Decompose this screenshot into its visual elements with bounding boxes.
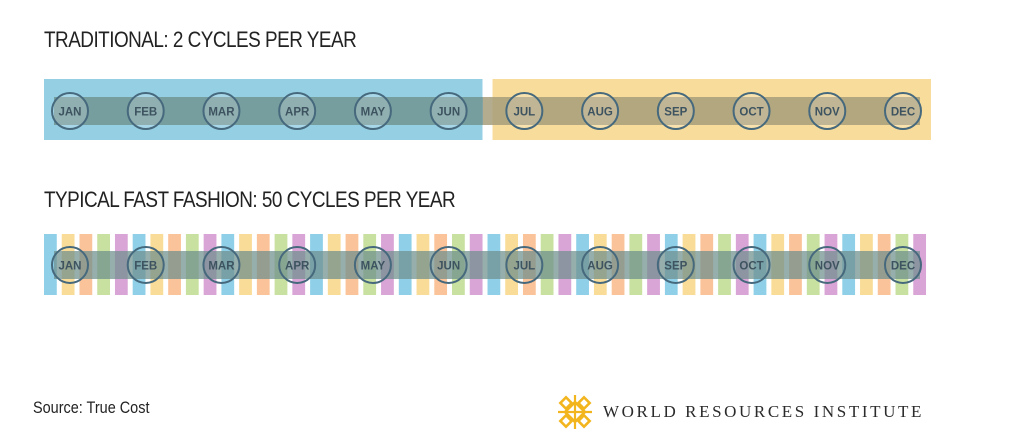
month-label: MAR <box>208 107 235 119</box>
month-marker <box>505 246 544 284</box>
month-marker <box>353 246 392 284</box>
month-marker <box>429 92 468 130</box>
month-label: NOV <box>815 107 840 119</box>
month-label: FEB <box>134 107 157 119</box>
month-marker <box>581 92 620 130</box>
month-label: MAY <box>361 107 386 119</box>
month-label: DEC <box>891 261 915 273</box>
month-label: JAN <box>58 261 81 273</box>
month-marker <box>732 92 771 130</box>
month-marker <box>656 246 695 284</box>
month-label: AUG <box>587 107 613 119</box>
month-marker <box>429 246 468 284</box>
month-label: MAR <box>208 261 235 273</box>
month-marker <box>202 92 241 130</box>
month-label: OCT <box>739 107 763 119</box>
month-label: SEP <box>664 107 687 119</box>
month-label: NOV <box>815 261 840 273</box>
timeline-band <box>54 251 920 279</box>
traditional-title: TRADITIONAL: 2 CYCLES PER YEAR <box>44 27 357 52</box>
month-label: OCT <box>739 261 763 273</box>
month-marker <box>278 92 317 130</box>
month-marker <box>656 92 695 130</box>
month-label: JAN <box>58 107 81 119</box>
month-marker <box>51 246 89 284</box>
month-label: APR <box>285 261 310 273</box>
month-marker <box>884 246 922 284</box>
month-label: JUN <box>437 261 460 273</box>
month-marker <box>808 246 847 284</box>
month-marker <box>126 92 165 130</box>
month-marker <box>581 246 620 284</box>
month-marker <box>202 246 241 284</box>
brand-lockup: WORLD RESOURCES INSTITUTE <box>557 394 924 430</box>
brand-name: WORLD RESOURCES INSTITUTE <box>603 402 924 421</box>
month-marker <box>126 246 165 284</box>
fast-fashion-cycles-row: JAN FEB MAR APR MAY JUN JUL AUG SEP OCT NOV DEC <box>44 234 927 295</box>
month-label: JUL <box>513 261 535 273</box>
cycle-bar <box>44 234 57 295</box>
month-marker <box>278 246 317 284</box>
month-marker <box>732 246 771 284</box>
month-label: SEP <box>664 261 687 273</box>
month-marker <box>884 92 922 130</box>
timeline-band <box>54 97 483 125</box>
month-marker <box>808 92 847 130</box>
fast-fashion-title: TYPICAL FAST FASHION: 50 CYCLES PER YEAR <box>44 187 456 212</box>
month-marker <box>505 92 544 130</box>
month-label: APR <box>285 107 310 119</box>
month-label: DEC <box>891 107 915 119</box>
month-label: JUN <box>437 107 460 119</box>
month-label: FEB <box>134 261 157 273</box>
month-label: JUL <box>513 107 535 119</box>
month-label: AUG <box>587 261 613 273</box>
source-note: Source: True Cost <box>33 398 150 417</box>
wri-snowflake-logo-icon <box>558 395 592 429</box>
traditional-cycles-row: JAN FEB MAR APR MAY JUN JUL AUG SEP OCT NOV DEC <box>44 79 931 140</box>
timeline-band <box>483 97 920 125</box>
month-marker <box>51 92 89 130</box>
month-marker <box>353 92 392 130</box>
month-label: MAY <box>361 261 386 273</box>
